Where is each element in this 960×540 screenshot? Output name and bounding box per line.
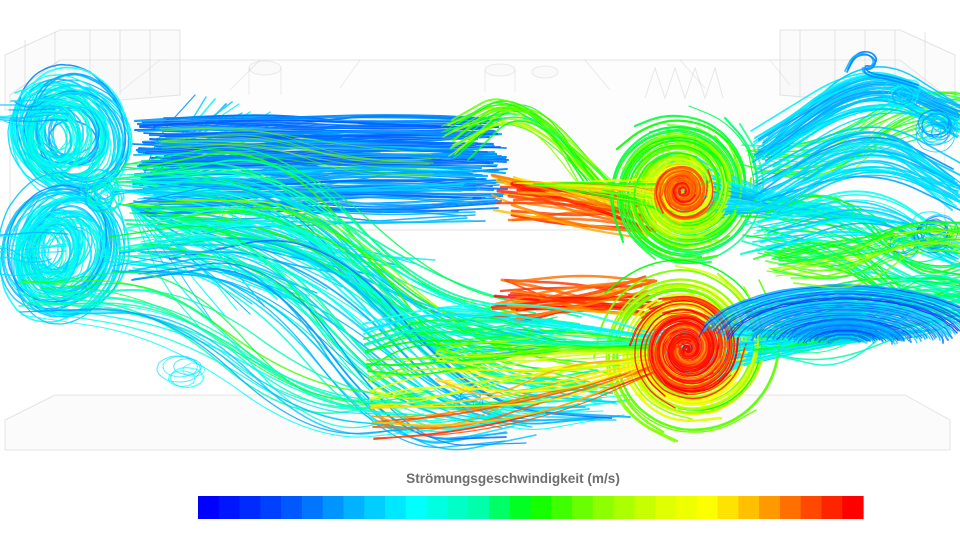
svg-text:Strömungsgeschwindigkeit (m/s): Strömungsgeschwindigkeit (m/s) bbox=[406, 471, 620, 486]
